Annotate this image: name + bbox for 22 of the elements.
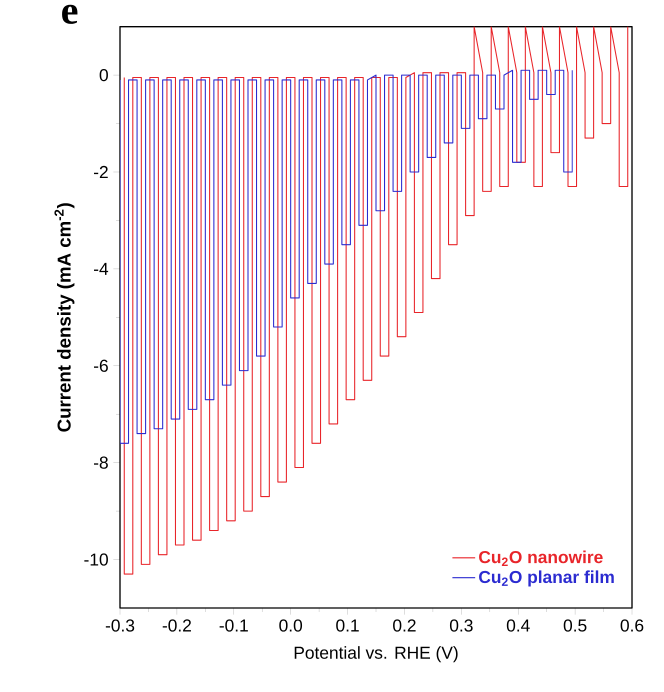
y-tick-label: -4	[94, 262, 108, 275]
x-tick-label: -0.2	[162, 619, 191, 632]
y-tick-label: -8	[94, 456, 108, 469]
x-tick-label: 0.2	[393, 619, 416, 632]
x-tick-label: -0.1	[220, 619, 248, 632]
y-tick-label: -2	[94, 166, 108, 178]
legend-label: Cu$_{2}$O nanowire	[479, 550, 603, 566]
text: e	[62, 4, 78, 24]
line-series	[120, 70, 573, 444]
x-tick-label: 0.3	[450, 619, 473, 632]
x-tick-label: 0.1	[336, 619, 359, 632]
y-tick-label: 0	[100, 68, 108, 82]
x-tick-label: 0.6	[620, 619, 644, 632]
x-tick-label: 0.0	[279, 619, 302, 632]
legend-label: Cu$_{2}$O planar film	[479, 570, 614, 587]
y-axis-title: Current density (mA cm$^{-2}$)	[54, 203, 74, 432]
y-tick-label: -10	[84, 553, 108, 566]
x-tick-label: -0.3	[106, 619, 134, 632]
x-tick-label: 0.4	[506, 619, 530, 632]
x-tick-label: 0.5	[564, 619, 586, 632]
x-axis-title: Potential vs. RHE (V)	[294, 646, 458, 662]
y-tick-label: -6	[94, 360, 108, 372]
